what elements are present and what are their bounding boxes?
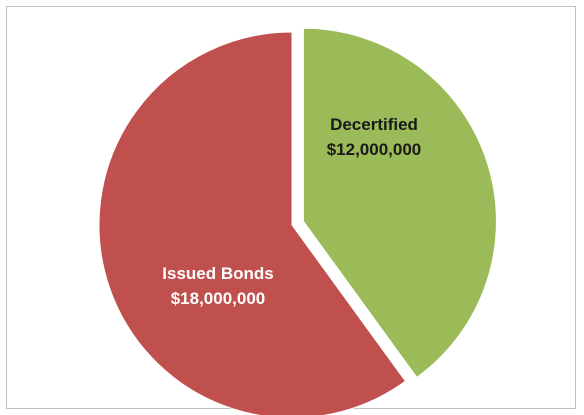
slice-label-decertified: Decertified: [330, 115, 418, 134]
pie-slice-decertified: [302, 27, 497, 379]
pie-slice-issued-bonds: [98, 31, 407, 415]
slice-value-decertified: $12,000,000: [327, 140, 422, 159]
slice-label-issued-bonds: Issued Bonds: [162, 264, 273, 283]
slice-value-issued-bonds: $18,000,000: [171, 289, 266, 308]
